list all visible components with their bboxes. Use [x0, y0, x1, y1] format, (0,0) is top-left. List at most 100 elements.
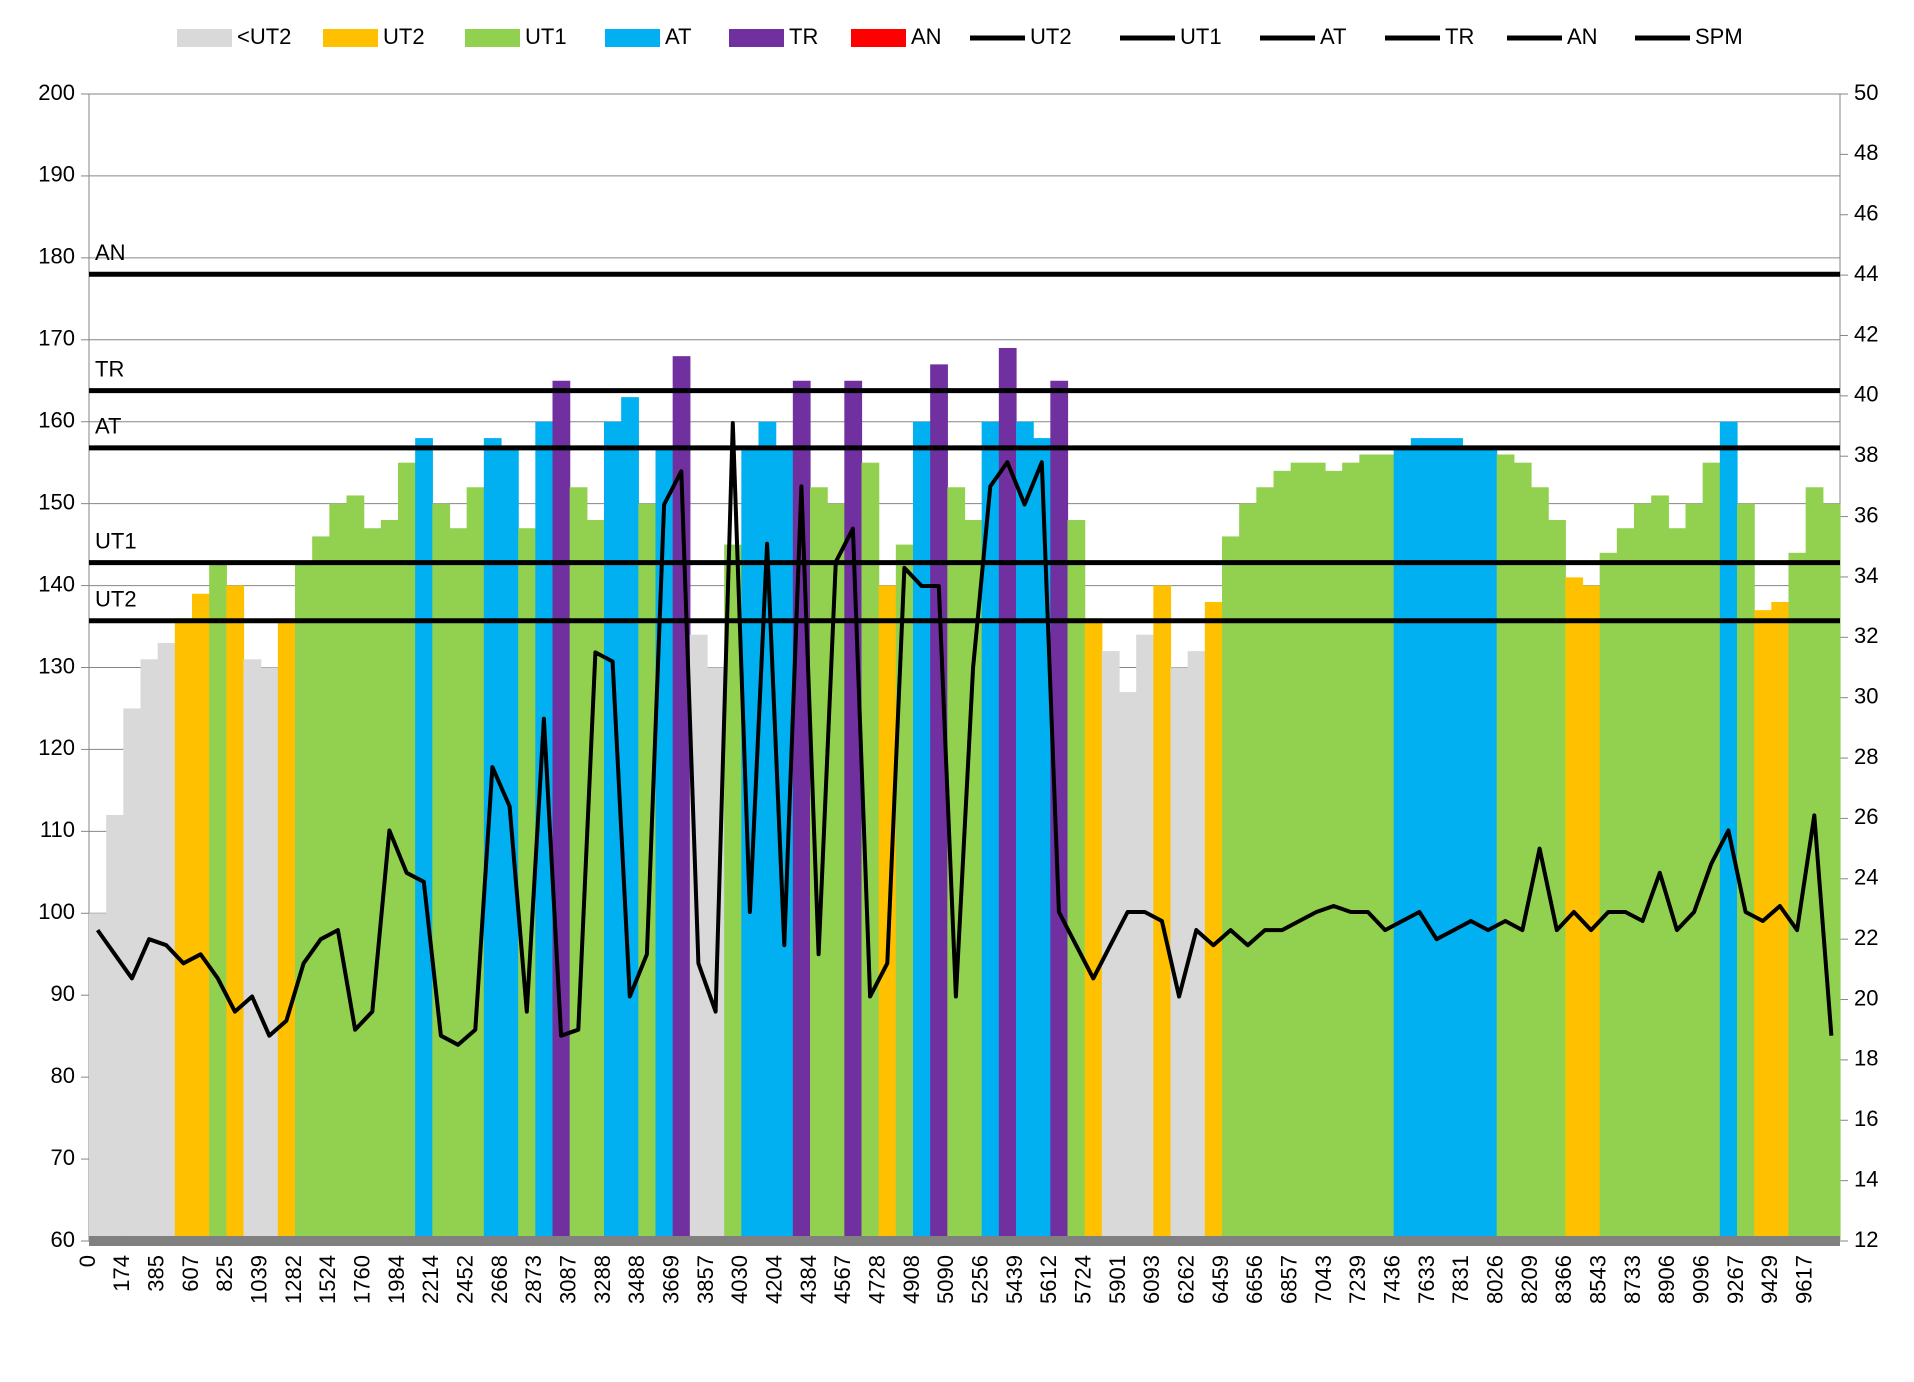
- hr-bar: [1359, 454, 1378, 1241]
- hr-bar: [552, 380, 571, 1241]
- hr-bar: [1616, 528, 1635, 1241]
- x-tick-label: 4030: [727, 1255, 752, 1304]
- legend-label: TR: [789, 24, 818, 49]
- hr-bar: [1016, 421, 1034, 1241]
- hr-bar: [1033, 438, 1051, 1242]
- x-tick-group: 4567: [830, 1255, 855, 1304]
- legend-swatch: [605, 29, 660, 47]
- hr-bar: [1582, 585, 1601, 1241]
- x-tick-group: 6656: [1242, 1255, 1267, 1304]
- hr-bar: [1428, 438, 1446, 1242]
- y2-tick-label: 28: [1854, 744, 1878, 769]
- x-tick-label: 2452: [452, 1255, 477, 1304]
- y-tick-label: 100: [38, 899, 75, 924]
- hr-bar: [398, 462, 416, 1241]
- x-tick-label: 8543: [1585, 1255, 1610, 1304]
- hr-bar: [295, 560, 313, 1241]
- x-tick-group: 1039: [246, 1255, 271, 1304]
- legend-swatch: [729, 29, 784, 47]
- x-tick-group: 5439: [1002, 1255, 1027, 1304]
- hr-bar: [1204, 601, 1223, 1241]
- x-tick-label: 4908: [899, 1255, 924, 1304]
- legend-swatch: [177, 29, 232, 47]
- legend-label: TR: [1445, 24, 1474, 49]
- x-tick-label: 7436: [1379, 1255, 1404, 1304]
- x-tick-label: 6656: [1242, 1255, 1267, 1304]
- hr-bar: [775, 446, 794, 1241]
- legend-label: UT1: [1180, 24, 1222, 49]
- hr-bar: [913, 421, 931, 1241]
- y2-tick-label: 50: [1854, 80, 1878, 105]
- y-tick-label: 120: [38, 735, 75, 760]
- y2-tick-label: 20: [1854, 985, 1878, 1010]
- hr-bar: [106, 814, 124, 1241]
- hr-bar: [1788, 552, 1807, 1241]
- hr-bar: [895, 544, 914, 1241]
- spm-line: [95, 421, 1834, 1047]
- x-tick-label: 5439: [1002, 1255, 1027, 1304]
- hr-bar: [1754, 610, 1772, 1241]
- hr-bar: [312, 536, 330, 1241]
- hr-bar: [1445, 438, 1463, 1242]
- y2-tick-label: 46: [1854, 201, 1878, 226]
- x-tick-group: 4908: [899, 1255, 924, 1304]
- x-tick-group: 7043: [1311, 1255, 1336, 1304]
- x-tick-group: 4030: [727, 1255, 752, 1304]
- x-tick-group: 1984: [384, 1255, 409, 1304]
- hr-bar: [260, 667, 279, 1241]
- hr-bar: [604, 421, 622, 1241]
- y2-tick-label: 44: [1854, 261, 1878, 286]
- x-tick-label: 5090: [933, 1255, 958, 1304]
- y-tick-label: 110: [40, 817, 75, 842]
- legend-label: AT: [1320, 24, 1346, 49]
- hr-bar: [1376, 454, 1395, 1241]
- hr-bar: [827, 503, 845, 1242]
- y2-tick-label: 38: [1854, 442, 1878, 467]
- x-tick-group: 5612: [1036, 1255, 1061, 1304]
- x-tick-group: 3087: [555, 1255, 580, 1304]
- x-tick-label: 5256: [967, 1255, 992, 1304]
- y2-tick-label: 36: [1854, 502, 1878, 527]
- x-tick-label: 6093: [1139, 1255, 1164, 1304]
- x-tick-label: 0: [75, 1255, 100, 1267]
- y2-tick-label: 30: [1854, 683, 1878, 708]
- x-tick-label: 5724: [1070, 1255, 1095, 1304]
- x-tick-label: 8209: [1517, 1255, 1542, 1304]
- y2-tick-label: 18: [1854, 1046, 1878, 1071]
- hr-bar: [1170, 667, 1189, 1241]
- x-axis-band: [89, 1236, 1840, 1246]
- hr-bar: [981, 421, 1000, 1241]
- x-tick-group: 2452: [452, 1255, 477, 1304]
- hr-bar: [1548, 520, 1566, 1241]
- x-tick-group: 4728: [864, 1255, 889, 1304]
- hr-bar: [1273, 470, 1292, 1241]
- threshold-label: UT1: [95, 528, 137, 553]
- hr-bar: [192, 593, 210, 1241]
- y2-tick-label: 26: [1854, 804, 1878, 829]
- hr-bar: [638, 503, 657, 1242]
- hr-bar: [1737, 503, 1755, 1242]
- hr-bar: [1325, 470, 1343, 1241]
- x-tick-label: 9429: [1757, 1255, 1782, 1304]
- hr-bar: [1805, 487, 1824, 1241]
- x-tick-group: 8026: [1482, 1255, 1507, 1304]
- x-tick-label: 5612: [1036, 1255, 1061, 1304]
- x-tick-label: 607: [178, 1255, 203, 1292]
- x-tick-group: 6262: [1173, 1255, 1198, 1304]
- legend-label: <UT2: [237, 24, 291, 49]
- x-tick-group: 5724: [1070, 1255, 1095, 1304]
- threshold-label: UT2: [95, 587, 137, 612]
- y-tick-label: 140: [38, 571, 75, 596]
- legend-label: AT: [665, 24, 691, 49]
- x-tick-group: 8906: [1654, 1255, 1679, 1304]
- x-tick-group: 6093: [1139, 1255, 1164, 1304]
- x-tick-label: 3857: [693, 1255, 718, 1304]
- hr-bar: [1668, 528, 1687, 1241]
- hr-bar: [226, 585, 245, 1241]
- x-tick-group: 3857: [693, 1255, 718, 1304]
- y2-tick-label: 32: [1854, 623, 1878, 648]
- x-tick-group: 7831: [1448, 1255, 1473, 1304]
- x-tick-label: 2668: [487, 1255, 512, 1304]
- y2-tick-label: 16: [1854, 1106, 1878, 1131]
- hr-bar: [483, 438, 502, 1242]
